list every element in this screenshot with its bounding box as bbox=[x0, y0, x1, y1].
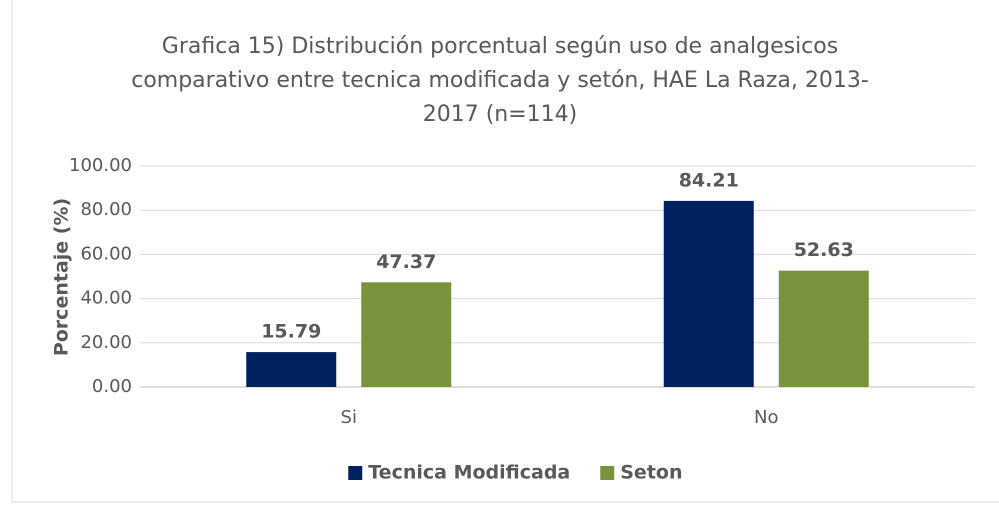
x-tick-label: No bbox=[754, 407, 778, 428]
y-tick-label: 0.00 bbox=[92, 376, 132, 397]
y-tick-label: 40.00 bbox=[80, 288, 132, 309]
x-tick-label: Si bbox=[341, 407, 357, 428]
data-label: 15.79 bbox=[261, 321, 321, 343]
y-tick-label: 20.00 bbox=[80, 332, 132, 353]
legend-swatch bbox=[348, 466, 363, 480]
legend-label: Tecnica Modificada bbox=[368, 462, 570, 484]
data-label: 84.21 bbox=[679, 169, 739, 191]
bar bbox=[246, 352, 337, 387]
legend-swatch bbox=[600, 466, 615, 480]
y-axis-label: Porcentaje (%) bbox=[51, 198, 73, 356]
bar bbox=[361, 282, 452, 387]
legend-label: Seton bbox=[620, 462, 682, 484]
bar bbox=[663, 200, 754, 387]
y-tick-label: 80.00 bbox=[80, 199, 132, 220]
chart-title: Grafica 15) Distribución porcentual segú… bbox=[131, 34, 869, 127]
y-tick-label: 100.00 bbox=[69, 155, 132, 176]
data-label: 47.37 bbox=[376, 251, 436, 273]
bar bbox=[778, 270, 869, 387]
data-label: 52.63 bbox=[794, 239, 854, 261]
chart-border bbox=[11, 0, 999, 503]
y-tick-label: 60.00 bbox=[80, 243, 132, 264]
